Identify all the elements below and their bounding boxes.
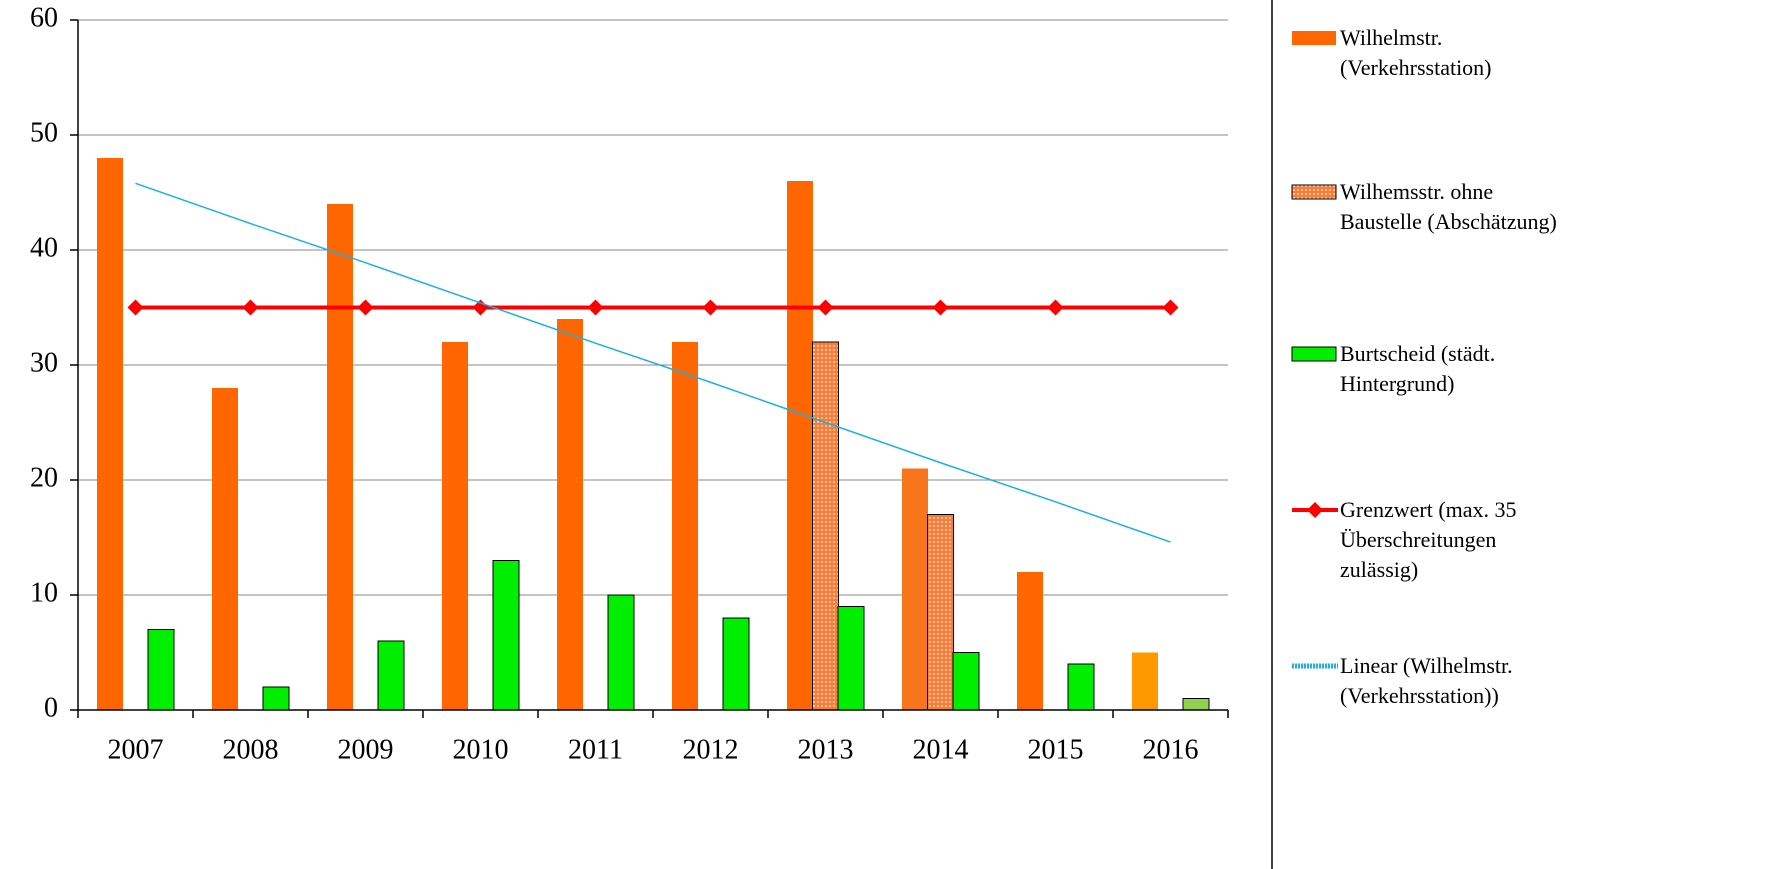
marker — [817, 299, 834, 316]
bar — [147, 629, 175, 711]
x-tick-label: 2008 — [223, 734, 279, 765]
bar — [952, 652, 980, 711]
y-tick-label: 30 — [30, 347, 58, 378]
legend-label: Burtscheid (städt. Hintergrund) — [1340, 341, 1496, 396]
line — [135, 182, 1171, 543]
y-tick-label: 0 — [44, 692, 58, 723]
legend-label: Wilhelmstr. (Verkehrsstation) — [1340, 25, 1492, 80]
marker — [472, 299, 489, 316]
x-tick-label: 2016 — [1143, 734, 1199, 765]
bar — [607, 594, 635, 711]
x-tick-label: 2012 — [683, 734, 739, 765]
legend-label: Wilhemsstr. ohne Baustelle (Abschätzung) — [1340, 179, 1557, 234]
bar — [837, 606, 865, 711]
bar — [212, 388, 238, 710]
bar — [812, 341, 839, 711]
legend-swatch — [1291, 184, 1337, 200]
bar — [787, 181, 813, 710]
bar — [327, 204, 353, 710]
bar — [672, 342, 698, 710]
bar — [1132, 652, 1158, 710]
bar — [377, 640, 405, 711]
y-tick-label: 40 — [30, 232, 58, 263]
x-tick-label: 2013 — [798, 734, 854, 765]
legend-marker — [1307, 502, 1323, 518]
x-tick-label: 2010 — [453, 734, 509, 765]
marker — [1162, 299, 1179, 316]
marker — [242, 299, 259, 316]
legend-label: Linear (Wilhelmstr. (Verkehrsstation)) — [1340, 653, 1513, 708]
y-tick-label: 20 — [30, 462, 58, 493]
x-tick-label: 2014 — [913, 734, 969, 765]
marker — [587, 299, 604, 316]
marker — [702, 299, 719, 316]
bar — [902, 468, 928, 710]
x-tick-label: 2007 — [108, 734, 164, 765]
bar — [442, 342, 468, 710]
bar — [97, 158, 123, 710]
bar — [722, 617, 750, 711]
bar — [1182, 698, 1210, 711]
x-tick-label: 2009 — [338, 734, 394, 765]
legend-swatch — [1291, 346, 1337, 362]
bar — [557, 319, 583, 710]
x-tick-label: 2011 — [568, 734, 623, 765]
marker — [357, 299, 374, 316]
y-tick-label: 10 — [30, 577, 58, 608]
legend-label: Grenzwert (max. 35 Überschreitungen zulä… — [1340, 497, 1517, 582]
bar — [1067, 663, 1095, 711]
bar — [262, 686, 290, 711]
bar — [1017, 572, 1043, 710]
marker — [127, 299, 144, 316]
bar — [927, 514, 954, 711]
bar — [492, 560, 520, 711]
y-tick-label: 50 — [30, 117, 58, 148]
marker — [932, 299, 949, 316]
x-tick-label: 2015 — [1028, 734, 1084, 765]
legend-swatch — [1292, 31, 1336, 45]
marker — [1047, 299, 1064, 316]
y-tick-label: 60 — [30, 2, 58, 33]
